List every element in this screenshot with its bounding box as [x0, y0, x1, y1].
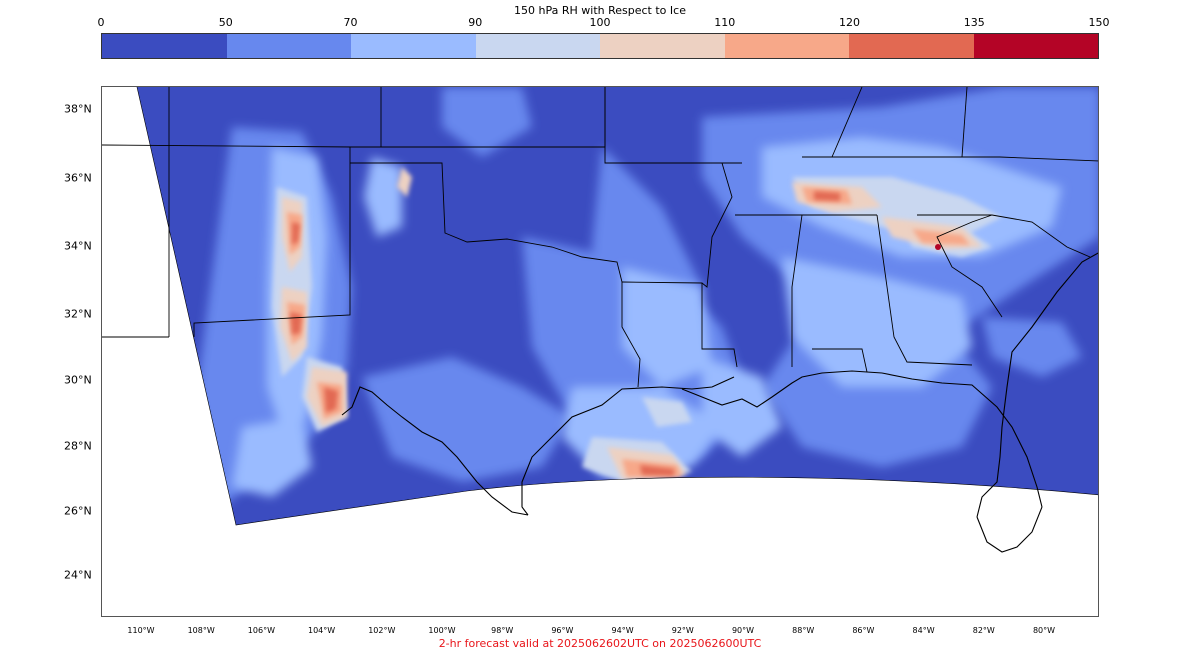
longitude-label: 88°W [792, 626, 815, 635]
rh-map [102, 87, 1098, 553]
colorbar-title: 150 hPa RH with Respect to Ice [514, 4, 686, 17]
longitude-label: 92°W [671, 626, 694, 635]
colorbar-segment [226, 34, 351, 58]
state-borders [102, 87, 1098, 388]
longitude-label: 102°W [368, 626, 396, 635]
longitude-label: 98°W [491, 626, 514, 635]
longitude-label: 110°W [127, 626, 155, 635]
longitude-label: 82°W [972, 626, 995, 635]
longitude-label: 96°W [551, 626, 574, 635]
colorbar [101, 33, 1099, 59]
colorbar-segment [600, 34, 725, 58]
colorbar-segment [849, 34, 974, 58]
latitude-label: 38°N [64, 102, 92, 116]
latitude-label: 32°N [64, 307, 92, 321]
longitude-label: 104°W [308, 626, 336, 635]
rh-field [137, 87, 1098, 525]
colorbar-segment [724, 34, 849, 58]
longitude-label: 94°W [611, 626, 634, 635]
latitude-label: 28°N [64, 439, 92, 453]
map-frame [101, 86, 1099, 617]
colorbar-tick-label: 0 [97, 16, 105, 29]
colorbar-segment [102, 34, 227, 58]
latitude-label: 34°N [64, 239, 92, 253]
longitude-label: 90°W [731, 626, 755, 635]
latitude-label: 36°N [64, 171, 92, 185]
latitude-label: 26°N [64, 504, 92, 518]
rh-band-135-150 [935, 244, 941, 250]
longitude-label: 106°W [247, 626, 275, 635]
longitude-label: 108°W [187, 626, 215, 635]
latitude-label: 24°N [64, 568, 92, 582]
latitude-label: 30°N [64, 373, 92, 387]
colorbar-tick-label: 90 [468, 16, 483, 29]
colorbar-segment [475, 34, 600, 58]
longitude-label: 84°W [912, 626, 935, 635]
colorbar-tick-label: 135 [963, 16, 985, 29]
colorbar-tick-label: 50 [218, 16, 233, 29]
longitude-label: 100°W [428, 626, 456, 635]
colorbar-segment [973, 34, 1098, 58]
domain-boundary [136, 87, 1098, 526]
colorbar-tick-label: 110 [714, 16, 736, 29]
colorbar-tick-label: 100 [589, 16, 611, 29]
rh-band-120-135 [290, 191, 840, 476]
colorbar-tick-label: 70 [343, 16, 358, 29]
colorbar-segment [351, 34, 476, 58]
longitude-label: 80°W [1032, 626, 1056, 635]
longitude-label: 86°W [852, 626, 875, 635]
colorbar-tick-label: 120 [839, 16, 860, 29]
forecast-caption: 2-hr forecast valid at 2025062602UTC on … [438, 637, 762, 650]
coastline [341, 252, 1098, 553]
colorbar-tick-label: 150 [1088, 16, 1110, 29]
